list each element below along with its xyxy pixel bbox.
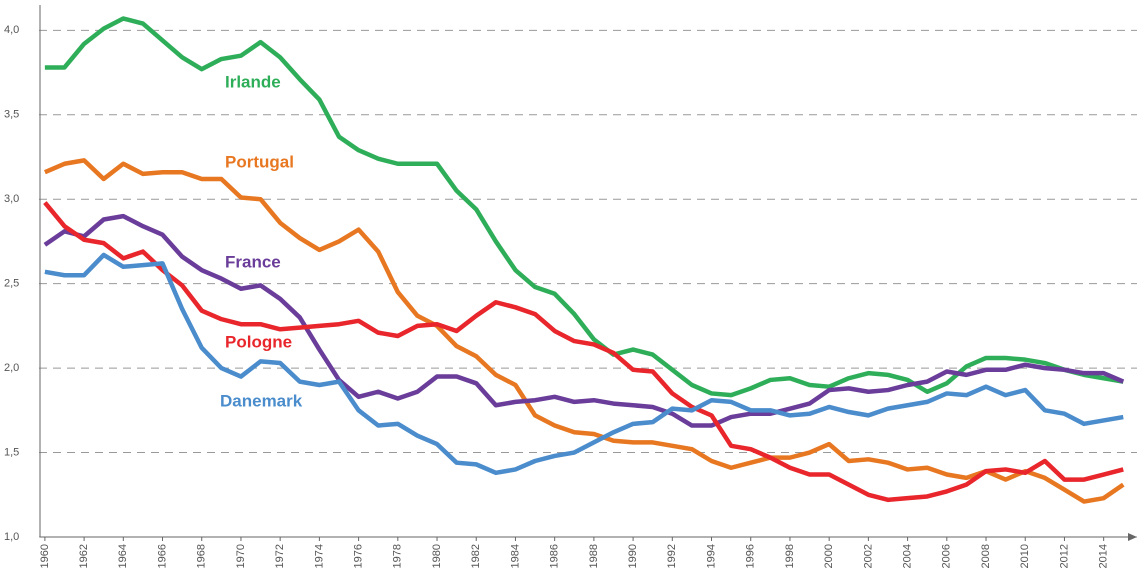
series-line — [44, 252, 1124, 476]
x-tick-label: 1978 — [392, 544, 404, 568]
series-label: France — [225, 252, 281, 271]
x-tick-label: 2014 — [1098, 544, 1110, 568]
y-tick-label: 3,5 — [4, 109, 19, 121]
x-tick-label: 2004 — [902, 544, 914, 568]
x-tick-label: 1982 — [470, 544, 482, 568]
x-tick-label: 1976 — [353, 544, 365, 568]
y-tick-label: 1,5 — [4, 446, 19, 458]
x-tick-label: 2006 — [941, 544, 953, 568]
x-tick-label: 1962 — [78, 544, 90, 568]
x-tick-label: 1996 — [745, 544, 757, 568]
series-label: Danemark — [220, 391, 303, 410]
series-label: Portugal — [225, 152, 294, 171]
series-label: Pologne — [225, 332, 292, 351]
x-tick-label: 2002 — [862, 544, 874, 568]
x-tick-label: 1974 — [313, 544, 325, 568]
series-line — [43, 213, 1125, 428]
x-tick-label: 1990 — [627, 544, 639, 568]
x-tick-label: 1984 — [509, 544, 521, 568]
y-tick-label: 2,0 — [4, 362, 19, 374]
x-tick-label: 2010 — [1019, 544, 1031, 568]
x-tick-label: 2012 — [1058, 544, 1070, 568]
x-tick-label: 1988 — [588, 544, 600, 568]
x-tick-label: 1972 — [274, 544, 286, 568]
y-tick-label: 4,0 — [4, 24, 19, 36]
x-tick-label: 1964 — [117, 544, 129, 568]
x-tick-label: 2000 — [823, 544, 835, 568]
x-tick-label: 1968 — [196, 544, 208, 568]
y-tick-label: 3,0 — [4, 193, 19, 205]
series-label: Irlande — [225, 72, 281, 91]
x-tick-label: 1970 — [235, 544, 247, 568]
series-line — [44, 16, 1124, 398]
series-line — [43, 201, 1124, 503]
x-tick-label: 1966 — [156, 544, 168, 568]
x-tick-label: 1986 — [549, 544, 561, 568]
x-tick-label: 1998 — [784, 544, 796, 568]
x-tick-label: 2008 — [980, 544, 992, 568]
y-tick-label: 2,5 — [4, 278, 19, 290]
x-axis-arrow — [1128, 533, 1137, 541]
x-tick-label: 1960 — [39, 544, 51, 568]
x-tick-label: 1994 — [705, 544, 717, 568]
y-tick-label: 1,0 — [4, 531, 19, 543]
x-tick-label: 1980 — [431, 544, 443, 568]
x-tick-label: 1992 — [666, 544, 678, 568]
series-line — [43, 158, 1125, 504]
